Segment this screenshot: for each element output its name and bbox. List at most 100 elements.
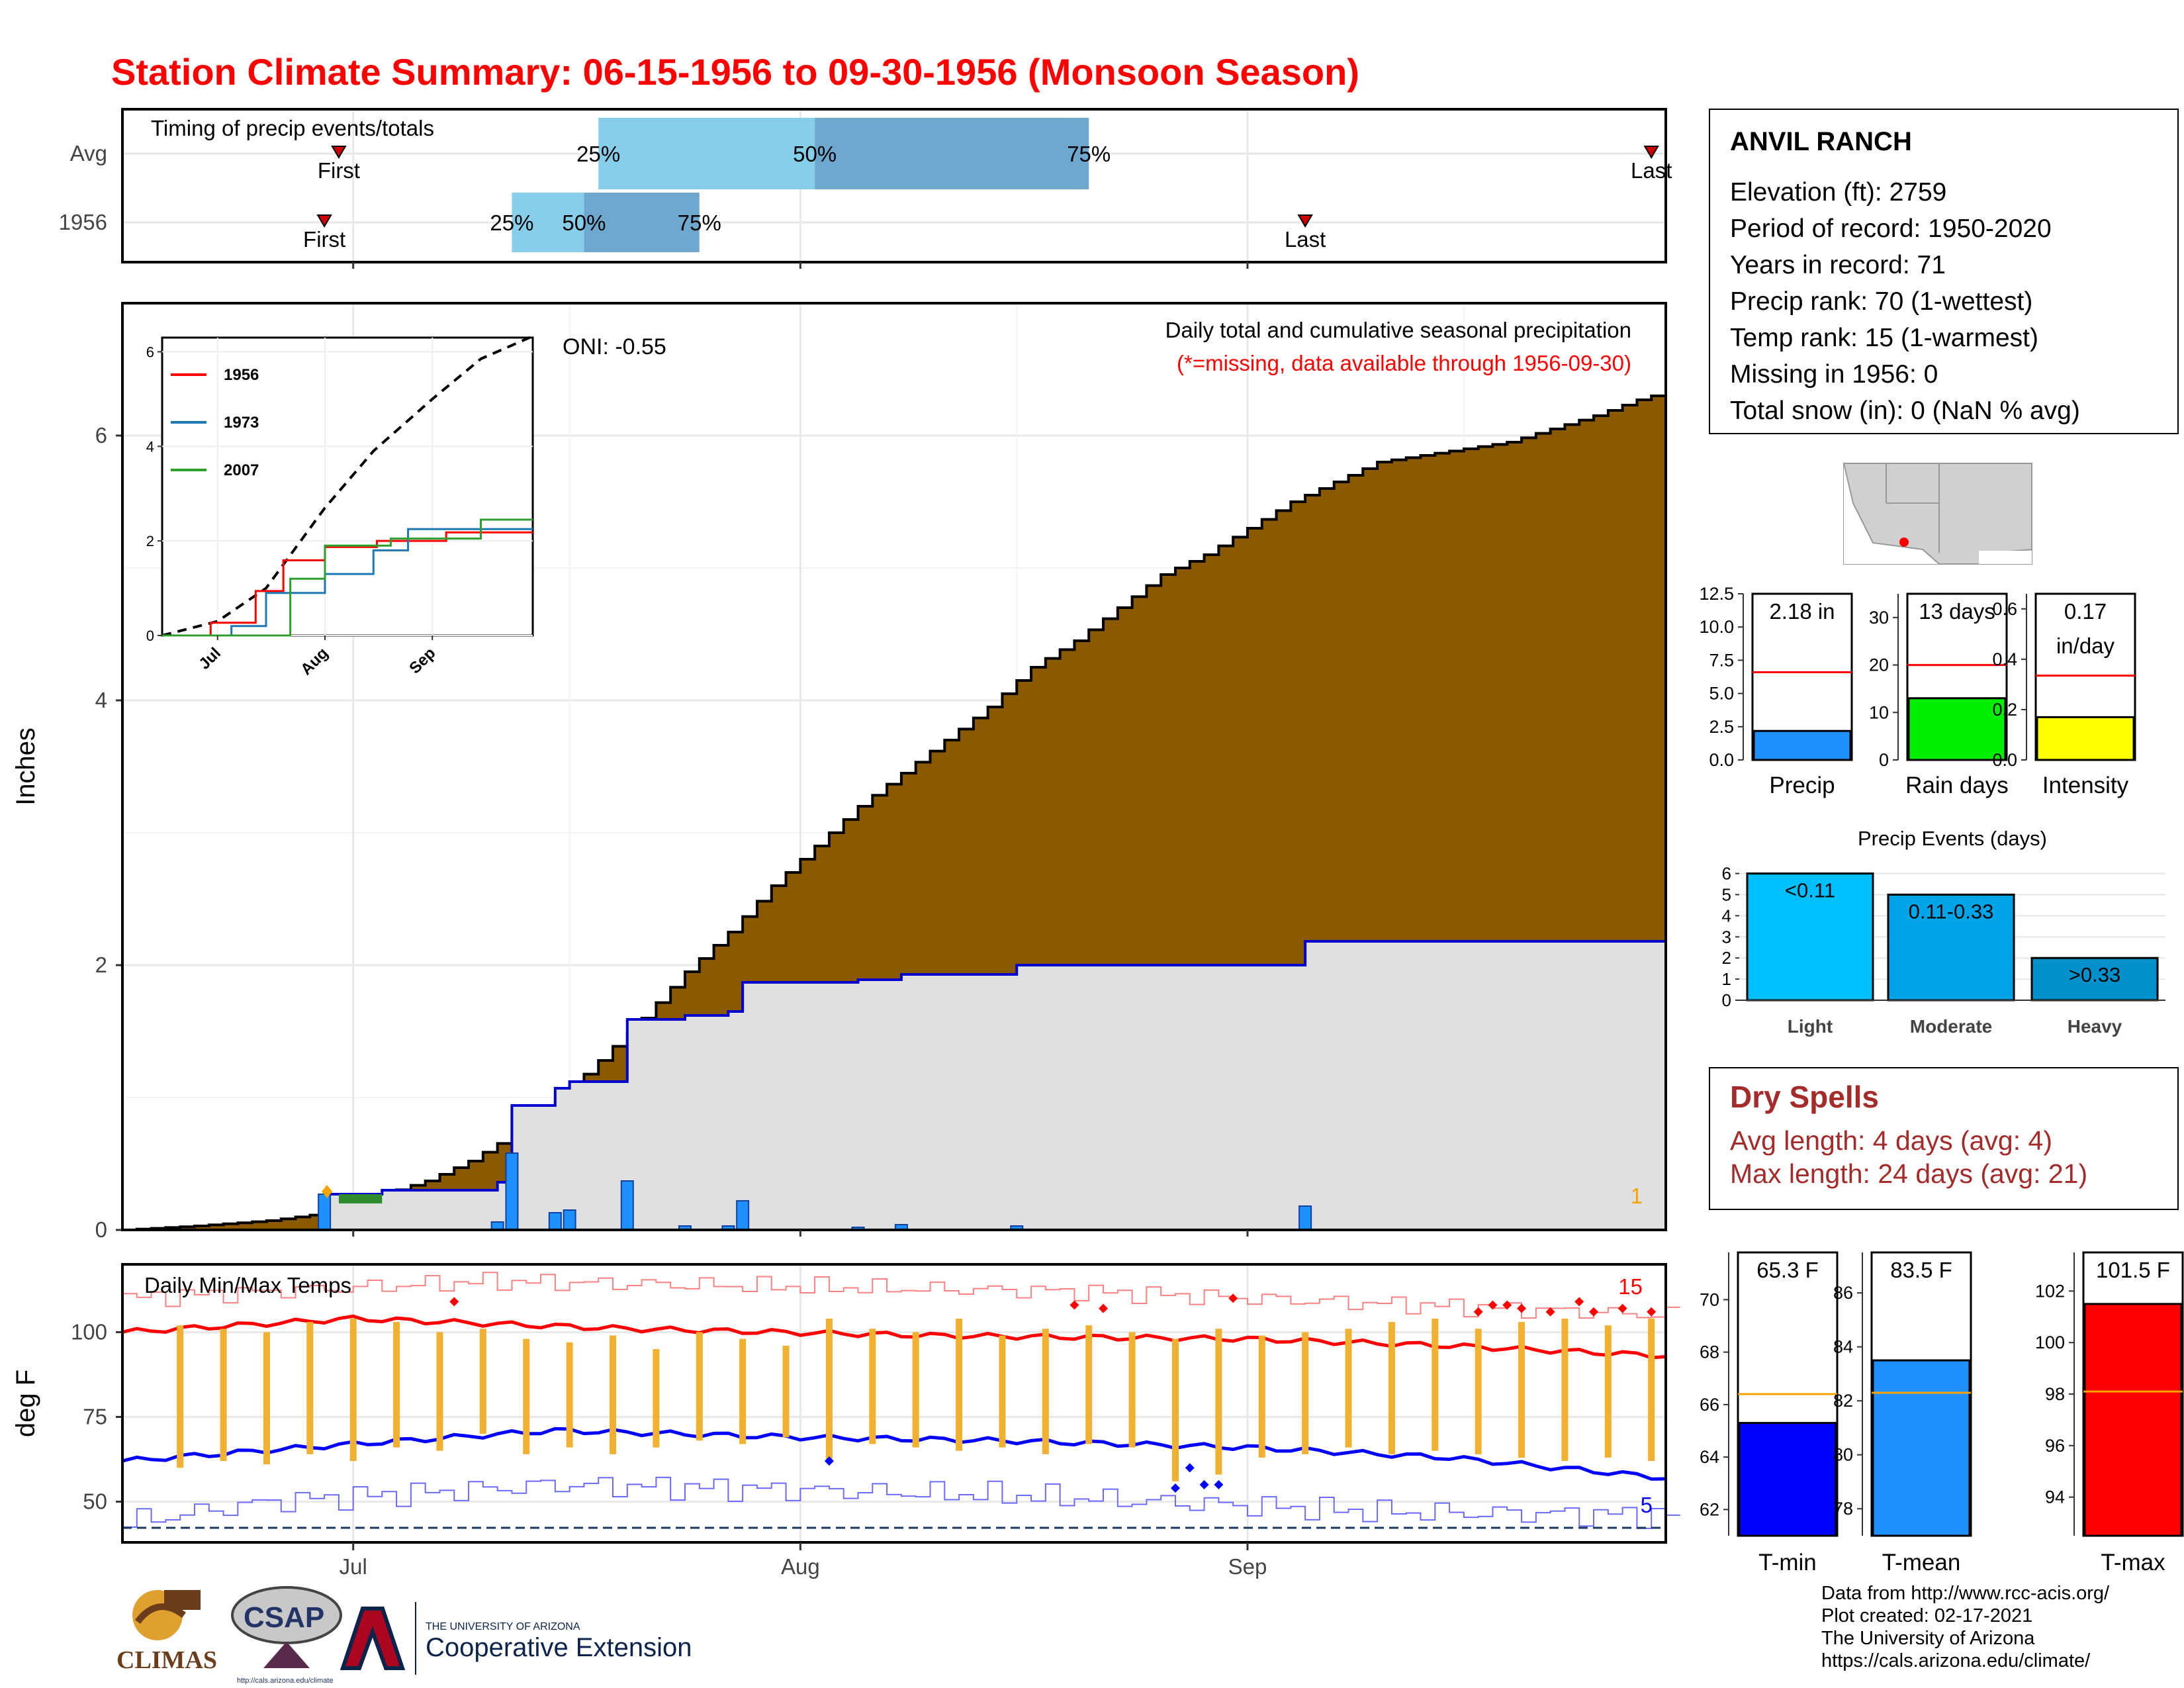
year-q50-q75-band bbox=[584, 193, 700, 252]
daily-temp-range-bar bbox=[349, 1318, 357, 1462]
summary-bar-ytick: 0.2 bbox=[1992, 700, 2017, 720]
precip-events-ytick: 1 bbox=[1722, 969, 1731, 989]
ua-big-text: Cooperative Extension bbox=[426, 1633, 692, 1662]
temp-summary-value-bar bbox=[2083, 1303, 2183, 1537]
daily-temp-range-bar bbox=[869, 1329, 876, 1444]
station-info-box: ANVIL RANCH Elevation (ft): 2759 Period … bbox=[1709, 109, 2179, 434]
avg-q50-q75-band bbox=[815, 118, 1089, 189]
temp-summary-ytick: 98 bbox=[2045, 1384, 2065, 1404]
cumulative-average-line bbox=[122, 940, 1666, 1231]
temp-summary-label: 101.5 F bbox=[2096, 1258, 2170, 1282]
month-axis-label: Jul bbox=[340, 1554, 367, 1579]
location-map bbox=[1843, 463, 2032, 565]
record-high-marker bbox=[1589, 1307, 1599, 1317]
avg-last-event-marker bbox=[1643, 146, 1659, 159]
temp-summary-ytick: 78 bbox=[1833, 1499, 1853, 1519]
temp-summary-ytick: 94 bbox=[2045, 1487, 2065, 1507]
record-high-marker bbox=[1473, 1307, 1483, 1317]
temp-ytick-label: 100 bbox=[71, 1319, 107, 1344]
record-high-marker bbox=[1099, 1303, 1109, 1313]
temp-summary-value-bar bbox=[1872, 1359, 1971, 1537]
precip-events-title: Precip Events (days) bbox=[1858, 827, 2047, 850]
daily-temp-range-bar bbox=[177, 1325, 184, 1468]
record-high-marker bbox=[1488, 1300, 1498, 1310]
daily-temp-range-bar bbox=[1475, 1329, 1482, 1454]
precip-subtitle: (*=missing, data available through 1956-… bbox=[1177, 351, 1631, 375]
precip-events-ytick: 2 bbox=[1722, 948, 1731, 968]
inset-series-1956 bbox=[162, 531, 533, 637]
csap-logo-text: CSAP bbox=[244, 1601, 324, 1634]
station-name: ANVIL RANCH bbox=[1730, 127, 1912, 156]
daily-precip-bar bbox=[563, 1209, 576, 1231]
temp-summary-ytick: 82 bbox=[1833, 1391, 1853, 1411]
record-high-marker bbox=[1647, 1307, 1657, 1317]
summary-bar-label: 0.17 bbox=[2064, 599, 2107, 624]
daily-precip-bar bbox=[1298, 1205, 1312, 1231]
temp-summary-ytick: 86 bbox=[1833, 1283, 1853, 1303]
station-period: Period of record: 1950-2020 bbox=[1730, 214, 2052, 243]
year-last-event-label: Last bbox=[1285, 227, 1326, 252]
summary-bar-ytick: 10 bbox=[1869, 702, 1889, 722]
daily-temp-range-bar bbox=[1085, 1325, 1093, 1444]
station-snow: Total snow (in): 0 (NaN % avg) bbox=[1730, 397, 2080, 425]
record-high-count: 15 bbox=[1618, 1274, 1643, 1299]
record-high-marker bbox=[1517, 1303, 1527, 1313]
oni-value: ONI: -0.55 bbox=[563, 334, 666, 359]
temp-summary-t-min: 62 64 66 68 70 65.3 F T-min bbox=[1700, 1251, 1839, 1575]
summary-bar-ytick: 0.0 bbox=[1992, 750, 2017, 770]
precip-events-category: Heavy bbox=[2068, 1016, 2122, 1037]
precip-events-bar-label: <0.11 bbox=[1785, 879, 1835, 902]
credit-plot-date: Plot created: 02-17-2021 bbox=[1821, 1605, 2033, 1626]
daily-temp-range-bar bbox=[1432, 1318, 1439, 1451]
precip-panel: 0 2 4 6 Inches Daily total and cumulative s… bbox=[11, 302, 1667, 1242]
inset-legend-label: 1973 bbox=[224, 414, 259, 432]
dry-spells-title: Dry Spells bbox=[1730, 1080, 1879, 1114]
timing-row-label-avg: Avg bbox=[70, 141, 107, 165]
summary-bar-xlabel: Precip bbox=[1769, 773, 1835, 798]
record-high-marker bbox=[1574, 1297, 1584, 1307]
precip-events-bar-label: 0.11-0.33 bbox=[1909, 900, 1994, 923]
precip-events-ytick: 3 bbox=[1722, 927, 1731, 947]
inset-legend-label: 2007 bbox=[224, 461, 259, 479]
daily-temp-range-bar bbox=[1345, 1329, 1352, 1448]
credit-url: https://cals.arizona.edu/climate/ bbox=[1821, 1650, 2091, 1671]
daily-temp-range-bar bbox=[306, 1322, 314, 1454]
daily-precip-bar bbox=[548, 1212, 562, 1231]
ua-small-text: THE UNIVERSITY OF ARIZONA bbox=[426, 1621, 580, 1632]
temp-summary-ytick: 80 bbox=[1833, 1445, 1853, 1465]
record-high-marker bbox=[1617, 1303, 1627, 1313]
temp-ytick-label: 75 bbox=[83, 1404, 107, 1429]
temp-summary-t-max: 94 96 98 100 102 101.5 F T-max bbox=[2035, 1251, 2184, 1575]
daily-temp-range-bar bbox=[1518, 1322, 1525, 1458]
daily-temp-range-bar bbox=[1258, 1335, 1265, 1458]
credit-university: The University of Arizona bbox=[1821, 1628, 2035, 1649]
precip-ylabel: Inches bbox=[11, 727, 40, 806]
daily-temp-range-bar bbox=[1042, 1329, 1049, 1454]
inset-average-line bbox=[161, 335, 533, 637]
month-axis-label: Aug bbox=[781, 1554, 820, 1579]
temp-label: Daily Min/Max Temps bbox=[144, 1273, 351, 1297]
inset-ytick-label: 0 bbox=[146, 628, 154, 644]
daily-temp-range-bar bbox=[610, 1335, 617, 1454]
avg-first-event-label: First bbox=[318, 158, 360, 183]
cumulative-average-area bbox=[122, 941, 1666, 1230]
inset-series-1973 bbox=[162, 528, 533, 637]
record-tmax-line bbox=[122, 1272, 1680, 1319]
climas-logo-text: CLIMAS bbox=[116, 1646, 217, 1674]
daily-temp-range-bar bbox=[436, 1332, 443, 1451]
summary-bar-ytick: 0.6 bbox=[1992, 599, 2017, 619]
temp-ytick-label: 50 bbox=[83, 1489, 107, 1514]
avg-quartile-label-2: 50% bbox=[793, 142, 837, 166]
csap-logo: CSAP http://cals.arizona.edu/climate bbox=[231, 1586, 342, 1685]
daily-temp-range-bar bbox=[1171, 1338, 1179, 1481]
record-low-marker bbox=[1185, 1463, 1195, 1473]
record-high-marker bbox=[1069, 1300, 1079, 1310]
daily-temp-range-bar bbox=[1302, 1332, 1309, 1454]
summary-bar-label: 2.18 in bbox=[1769, 599, 1835, 624]
daily-temp-range-bar bbox=[956, 1318, 963, 1451]
avg-q25-q50-band bbox=[598, 118, 815, 189]
average-tmin-line bbox=[122, 1427, 1666, 1481]
record-low-marker bbox=[1170, 1483, 1180, 1493]
